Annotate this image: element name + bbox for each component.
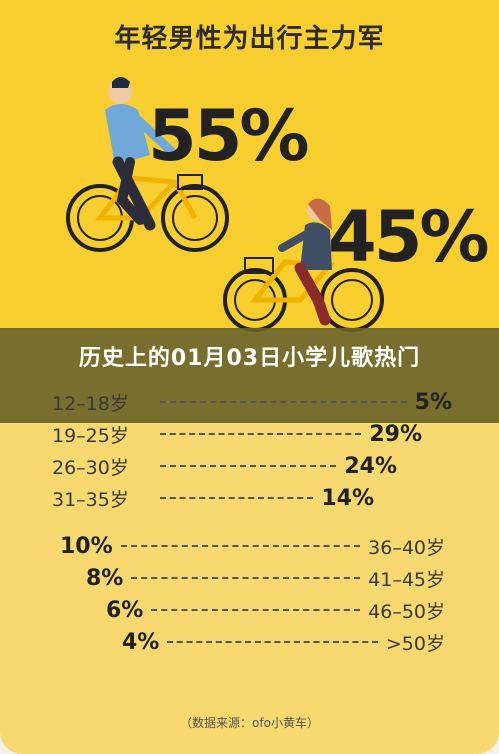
age-label: 19–25岁 — [52, 424, 129, 447]
age-row: 6% 46–50岁 — [106, 597, 445, 623]
age-share-value: 5% — [414, 389, 452, 415]
overlay-headline: 历史上的01月03日小学儿歌热门 — [78, 346, 421, 371]
age-label: 26–30岁 — [52, 456, 129, 479]
male-rider-icon — [105, 77, 177, 231]
poster-title: 年轻男性为出行主力军 — [114, 24, 385, 54]
age-row: 8% 41–45岁 — [86, 565, 445, 591]
age-row: 31–35岁 14% — [52, 485, 374, 511]
age-row: 4% >50岁 — [122, 629, 445, 655]
age-label: >50岁 — [385, 632, 445, 655]
age-share-value: 14% — [321, 485, 374, 511]
age-share-value: 8% — [86, 565, 124, 591]
age-share-value: 10% — [60, 533, 113, 559]
age-share-value: 24% — [344, 453, 397, 479]
age-label: 31–35岁 — [52, 488, 129, 511]
age-label: 41–45岁 — [368, 568, 445, 591]
age-label: 36–40岁 — [368, 536, 445, 559]
dotted-leader — [160, 433, 362, 435]
age-row: 10% 36–40岁 — [60, 533, 445, 559]
dotted-leader — [120, 545, 361, 547]
female-percentage: 45% — [328, 196, 490, 278]
dotted-leader — [160, 465, 337, 467]
title-overlay-banner — [0, 328, 499, 423]
age-label: 46–50岁 — [368, 600, 445, 623]
data-source-note: （数据来源：ofo小黄车） — [180, 716, 319, 730]
dotted-leader — [160, 497, 314, 499]
male-bicycle-icon — [66, 174, 229, 252]
age-share-value: 6% — [106, 597, 144, 623]
age-share-value: 4% — [122, 629, 160, 655]
female-rider-icon — [278, 198, 332, 326]
age-row: 12–18岁 5% — [52, 389, 452, 415]
male-percentage: 55% — [148, 95, 310, 177]
dotted-leader — [160, 401, 407, 403]
dotted-leader — [151, 609, 361, 611]
age-row: 19–25岁 29% — [52, 421, 422, 447]
cyclists-illustration — [66, 77, 384, 332]
age-share-value: 29% — [369, 421, 422, 447]
age-row: 26–30岁 24% — [52, 453, 397, 479]
dotted-leader — [167, 641, 378, 643]
age-label: 12–18岁 — [52, 392, 129, 415]
dotted-leader — [131, 577, 361, 579]
